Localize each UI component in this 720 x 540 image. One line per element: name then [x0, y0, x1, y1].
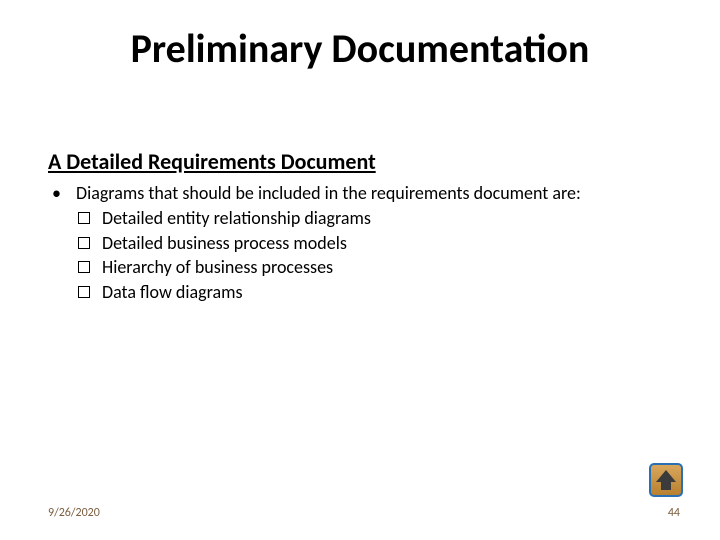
home-nav-button[interactable]	[648, 462, 684, 498]
checkbox-icon	[78, 237, 90, 249]
slide-title: Preliminary Documentation	[0, 24, 720, 73]
sub-list: Detailed entity relationship diagrams De…	[48, 207, 672, 304]
sub-item-text: Detailed entity relationship diagrams	[102, 207, 371, 230]
checkbox-icon	[78, 261, 90, 273]
checkbox-icon	[78, 212, 90, 224]
footer-page-number: 44	[668, 506, 680, 520]
sub-item: Hierarchy of business processes	[78, 256, 672, 279]
slide-subtitle: A Detailed Requirements Document	[48, 148, 376, 175]
slide-content: • Diagrams that should be included in th…	[48, 182, 672, 305]
sub-item: Detailed business process models	[78, 232, 672, 255]
slide: Preliminary Documentation A Detailed Req…	[0, 0, 720, 540]
checkbox-icon	[78, 286, 90, 298]
sub-item-text: Hierarchy of business processes	[102, 256, 333, 279]
bullet-text: Diagrams that should be included in the …	[76, 182, 672, 205]
footer-date: 9/26/2020	[48, 506, 100, 520]
sub-item: Data flow diagrams	[78, 281, 672, 304]
sub-item-text: Detailed business process models	[102, 232, 347, 255]
sub-item: Detailed entity relationship diagrams	[78, 207, 672, 230]
sub-item-text: Data flow diagrams	[102, 281, 243, 304]
bullet-item: • Diagrams that should be included in th…	[48, 182, 672, 205]
bullet-marker: •	[48, 182, 76, 205]
